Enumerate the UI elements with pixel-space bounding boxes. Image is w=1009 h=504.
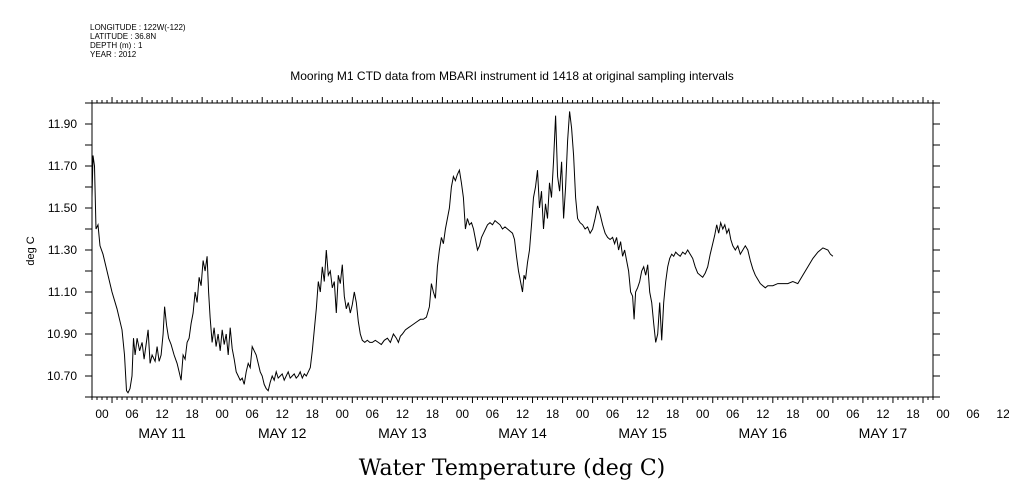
x-hour-label: 18 <box>306 407 320 421</box>
x-hour-label: 12 <box>155 407 169 421</box>
x-hour-label: 18 <box>546 407 560 421</box>
x-hour-label: 06 <box>125 407 139 421</box>
x-hour-label: 12 <box>996 407 1009 421</box>
y-tick-label: 11.90 <box>48 117 77 131</box>
y-tick-label: 10.90 <box>47 327 77 341</box>
x-hour-label: 06 <box>966 407 980 421</box>
x-hour-label: 00 <box>215 407 229 421</box>
x-hour-label: 12 <box>276 407 290 421</box>
x-day-label: MAY 17 <box>859 425 908 441</box>
longitude-text: LONGITUDE : 122W(-122) <box>90 23 186 32</box>
x-hour-labels: 00 06 12 18 00 06 12 18 00 06 12 18 00 06 12 18 00 06 12 18… <box>95 407 1009 421</box>
x-hour-label: 06 <box>726 407 740 421</box>
x-hour-label: 00 <box>336 407 350 421</box>
x-hour-label: 06 <box>846 407 860 421</box>
x-hour-label: 00 <box>95 407 109 421</box>
x-day-label: MAY 13 <box>378 425 427 441</box>
y-tick-label: 10.70 <box>47 369 77 383</box>
year-text: YEAR : 2012 <box>90 50 137 59</box>
x-hour-label: 06 <box>606 407 620 421</box>
metadata-block: LONGITUDE : 122W(-122) LATITUDE : 36.8N … <box>90 23 186 59</box>
x-axis-title: Water Temperature (deg C) <box>359 456 666 481</box>
x-hour-label: 00 <box>936 407 950 421</box>
x-hour-label: 06 <box>366 407 380 421</box>
chart-title: Mooring M1 CTD data from MBARI instrumen… <box>290 69 734 83</box>
x-hour-label: 12 <box>876 407 890 421</box>
x-hour-label: 06 <box>246 407 260 421</box>
x-hour-label: 00 <box>696 407 710 421</box>
x-hour-label: 18 <box>666 407 680 421</box>
x-day-label: MAY 16 <box>739 425 788 441</box>
x-day-label: MAY 14 <box>498 425 547 441</box>
y-tick-label: 11.70 <box>48 159 77 173</box>
axis-ticks <box>85 97 940 403</box>
x-hour-label: 18 <box>426 407 440 421</box>
x-day-label: MAY 11 <box>138 425 186 441</box>
series-line-0 <box>91 111 834 394</box>
x-hour-label: 12 <box>516 407 530 421</box>
y-tick-label: 11.30 <box>48 243 77 257</box>
x-hour-label: 18 <box>906 407 920 421</box>
latitude-text: LATITUDE : 36.8N <box>90 32 156 41</box>
x-hour-label: 00 <box>816 407 830 421</box>
x-hour-label: 06 <box>486 407 500 421</box>
y-axis-label: deg C <box>25 236 37 265</box>
x-day-label: MAY 15 <box>618 425 667 441</box>
x-day-labels: MAY 11 MAY 12 MAY 13 MAY 14 MAY 15 MAY 16 MAY … <box>138 425 907 441</box>
series-group <box>91 111 834 394</box>
depth-text: DEPTH (m) : 1 <box>90 41 143 50</box>
x-hour-label: 18 <box>786 407 800 421</box>
x-hour-label: 12 <box>636 407 650 421</box>
x-hour-label: 18 <box>185 407 199 421</box>
x-hour-label: 00 <box>456 407 470 421</box>
plot-frame <box>91 102 934 398</box>
x-hour-label: 00 <box>576 407 590 421</box>
y-tick-label: 11.10 <box>48 285 77 299</box>
x-hour-label: 12 <box>756 407 770 421</box>
x-day-label: MAY 12 <box>258 425 307 441</box>
y-tick-labels: 10.70 10.90 11.10 11.30 11.50 11.70 11.90 <box>47 117 77 383</box>
y-tick-label: 11.50 <box>48 201 77 215</box>
x-hour-label: 12 <box>396 407 410 421</box>
